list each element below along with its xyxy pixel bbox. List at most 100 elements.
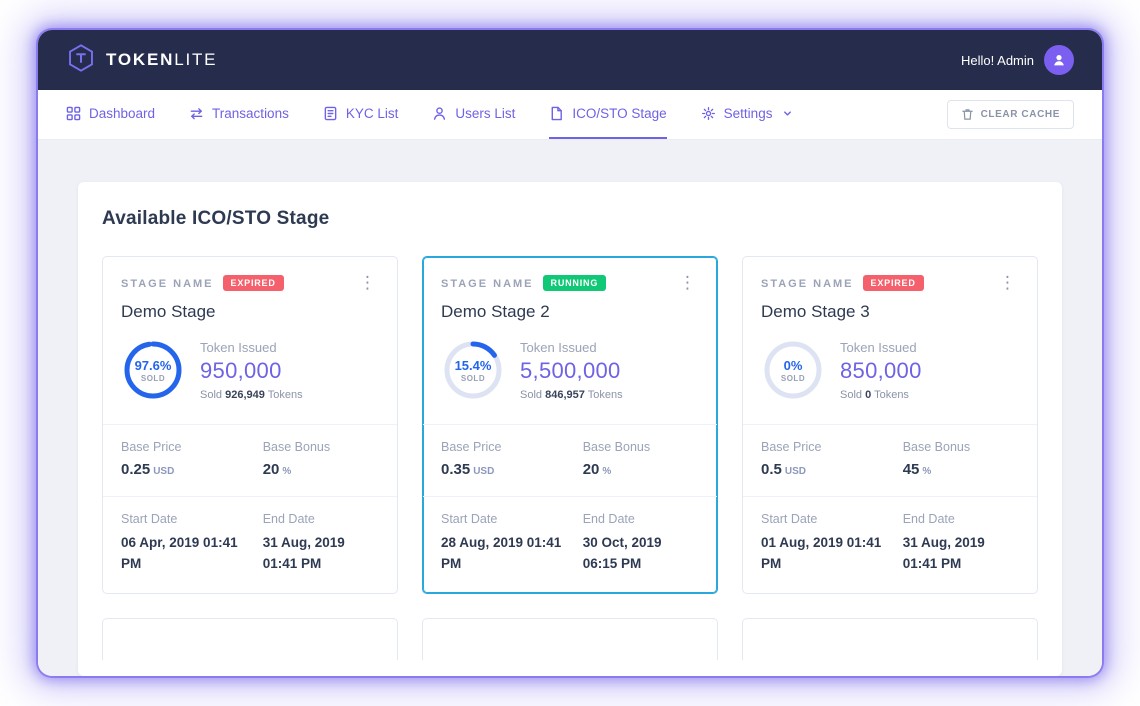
dates-section: Start Date 28 Aug, 2019 01:41 PM End Dat… [423,496,717,593]
card-menu-button[interactable]: ⋮ [999,273,1016,292]
end-date-label: End Date [902,512,955,526]
card-menu-button[interactable]: ⋮ [359,273,376,292]
stage-card-partial [102,617,398,660]
price-section: Base Price 0.35 USD Base Bonus 20% [423,424,717,496]
base-price-value: 0.25 USD [121,461,175,478]
base-price-value: 0.5 USD [761,461,806,478]
base-price-unit: USD [153,466,175,477]
base-bonus-value: 45% [902,461,932,478]
base-bonus-value: 20% [582,461,612,478]
stage-card: STAGE NAME EXPIRED ⋮ Demo Stage 3 [742,256,1038,594]
stage-name-label: STAGE NAME [441,278,534,290]
top-bar: TOKENLITE Hello! Admin [38,30,1102,90]
gear-icon [701,107,715,120]
base-bonus-unit: % [282,466,292,477]
nav-item-dashboard[interactable]: Dashboard [66,90,155,139]
start-date-value: 28 Aug, 2019 01:41 PM [441,535,562,571]
status-badge: RUNNING [542,275,607,291]
status-badge: EXPIRED [862,275,924,291]
start-date-label: Start Date [761,512,818,526]
list-icon [324,106,337,121]
base-price-label: Base Price [441,440,502,454]
end-date-value: 30 Oct, 2019 06:15 PM [582,535,662,571]
sold-progress-ring: 0% SOLD [761,338,825,402]
app-window: TOKENLITE Hello! Admin Dashboard Transac… [38,30,1102,676]
token-issued-value: 850,000 [840,357,922,383]
stage-card: STAGE NAME EXPIRED ⋮ Demo Stage [102,256,398,594]
stage-title: Demo Stage 2 [441,302,550,321]
stage-cards-row: STAGE NAME EXPIRED ⋮ Demo Stage [102,256,1038,594]
stage-card-partial [422,617,718,660]
chevron-down-icon [782,108,793,119]
start-date-value: 06 Apr, 2019 01:41 PM [121,535,238,571]
grid-icon [66,106,81,121]
content-area: Available ICO/STO Stage STAGE NAME EXPIRE… [38,140,1102,676]
swap-icon [190,108,203,120]
nav-item-ico-sto-stage[interactable]: ICO/STO Stage [549,90,667,139]
sold-percent: 15.4% [454,357,492,373]
nav-item-label: Dashboard [89,106,156,121]
clear-cache-button[interactable]: CLEAR CACHE [946,100,1074,129]
start-date-value: 01 Aug, 2019 01:41 PM [761,535,882,571]
brand-logo-icon [66,43,96,78]
nav-item-label: Transactions [212,106,289,121]
stage-title: Demo Stage [121,302,216,321]
sold-percent: 0% [783,357,803,373]
person-icon [1054,55,1064,66]
greeting-text: Hello! Admin [961,52,1034,68]
sold-label: SOLD [460,373,486,383]
trash-icon [961,109,973,120]
stage-card: STAGE NAME RUNNING ⋮ Demo Stage 2 [422,256,718,594]
status-badge: EXPIRED [222,275,284,291]
token-issued-value: 950,000 [200,357,282,383]
sold-progress-ring: 97.6% SOLD [121,338,185,402]
base-bonus-label: Base Bonus [262,440,331,454]
user-menu[interactable]: Hello! Admin [961,45,1074,75]
nav-item-settings[interactable]: Settings [701,90,794,139]
stages-panel: Available ICO/STO Stage STAGE NAME EXPIRE… [78,182,1062,676]
base-price-value: 0.35 USD [441,461,495,478]
stage-cards-row-partial [102,617,1038,660]
file-icon [551,106,563,121]
base-price-label: Base Price [761,440,822,454]
nav-item-kyc-list[interactable]: KYC List [323,90,399,139]
base-bonus-value: 20% [262,461,292,478]
page-title: Available ICO/STO Stage [102,208,330,229]
nav-item-users-list[interactable]: Users List [432,90,515,139]
nav-item-label: Settings [723,106,773,121]
base-bonus-unit: % [602,466,612,477]
sold-progress-ring: 15.4% SOLD [441,338,505,402]
base-bonus-unit: % [922,466,932,477]
card-menu-button[interactable]: ⋮ [679,273,696,292]
base-price-unit: USD [784,466,806,477]
stage-name-label: STAGE NAME [761,278,854,290]
stage-card-partial [742,617,1038,660]
nav-item-label: ICO/STO Stage [572,106,667,121]
stage-name-label: STAGE NAME [121,278,214,290]
dates-section: Start Date 01 Aug, 2019 01:41 PM End Dat… [743,496,1037,593]
token-issued-label: Token Issued [200,339,277,355]
price-section: Base Price 0.25 USD Base Bonus 20% [103,424,397,496]
clear-cache-label: CLEAR CACHE [980,109,1060,120]
avatar[interactable] [1044,45,1074,75]
sold-percent: 97.6% [134,357,172,373]
price-section: Base Price 0.5 USD Base Bonus 45% [743,424,1037,496]
nav-bar: Dashboard Transactions KYC List Users Li… [38,90,1102,140]
base-price-unit: USD [473,466,495,477]
brand-name: TOKENLITE [106,50,218,69]
end-date-value: 31 Aug, 2019 01:41 PM [902,535,985,571]
end-date-label: End Date [262,512,315,526]
end-date-label: End Date [582,512,635,526]
nav-item-transactions[interactable]: Transactions [189,90,289,139]
token-issued-label: Token Issued [840,339,917,355]
sold-tokens-line: Sold 0 Tokens [840,388,909,401]
nav-item-label: KYC List [345,106,399,121]
token-issued-label: Token Issued [520,339,597,355]
brand: TOKENLITE [66,43,217,78]
base-bonus-label: Base Bonus [902,440,971,454]
nav-item-label: Users List [455,106,516,121]
base-bonus-label: Base Bonus [582,440,651,454]
user-icon [434,107,446,120]
dates-section: Start Date 06 Apr, 2019 01:41 PM End Dat… [103,496,397,593]
end-date-value: 31 Aug, 2019 01:41 PM [262,535,345,571]
